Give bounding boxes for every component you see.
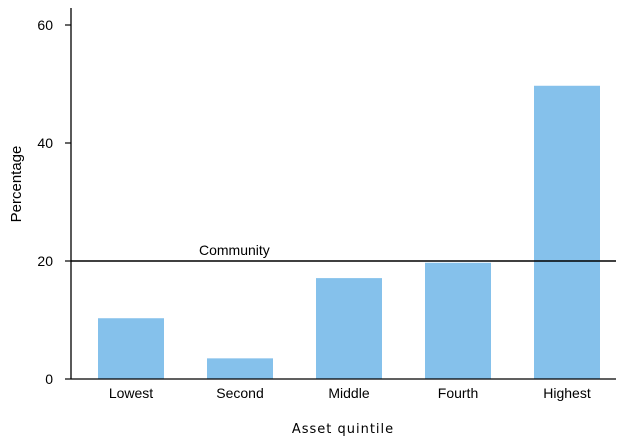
bar-middle — [316, 278, 382, 379]
y-tick-label-20: 20 — [37, 253, 53, 269]
y-tick-label-40: 40 — [37, 135, 53, 151]
y-tick-label-60: 60 — [37, 17, 53, 33]
bar-fourth — [425, 262, 491, 379]
x-tick-label-second: Second — [216, 385, 263, 401]
x-tick-labels: Lowest Second Middle Fourth Highest — [109, 385, 591, 401]
x-axis-title: Asset quintile — [292, 422, 394, 437]
x-tick-label-lowest: Lowest — [109, 385, 153, 401]
y-tick-label-0: 0 — [45, 371, 53, 387]
x-tick-label-middle: Middle — [328, 385, 369, 401]
x-tick-label-highest: Highest — [543, 385, 591, 401]
y-axis-ticks: 0 20 40 60 — [37, 17, 71, 387]
x-tick-label-fourth: Fourth — [438, 385, 478, 401]
bars-group — [98, 85, 600, 380]
y-axis-title: Percentage — [8, 146, 25, 223]
bar-lowest — [98, 318, 164, 379]
bar-second — [207, 358, 273, 379]
community-reference-label: Community — [199, 242, 270, 258]
bar-highest — [534, 85, 600, 380]
